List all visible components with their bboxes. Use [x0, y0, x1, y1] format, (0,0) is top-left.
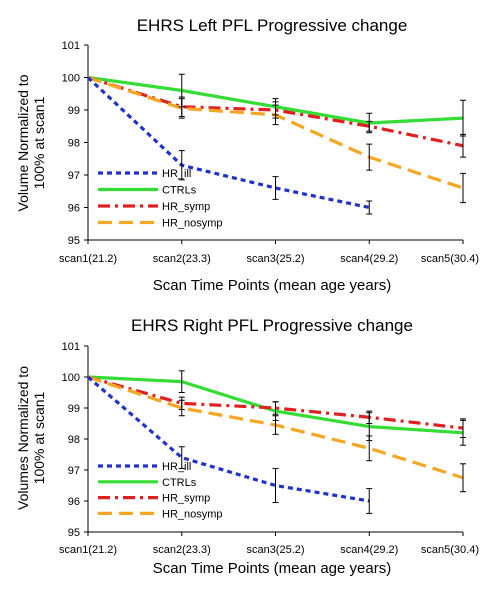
legend-label: HR_symp — [162, 493, 210, 505]
y-tick-label: 97 — [68, 170, 80, 182]
x-tick-label: scan4(29.2) — [340, 544, 398, 556]
x-tick-label: scan5(30.4) — [421, 544, 479, 556]
legend-label: HR_ill — [162, 168, 191, 180]
x-tick-label: scan4(29.2) — [340, 253, 398, 265]
y-tick-label: 98 — [68, 434, 80, 446]
y-tick-label: 97 — [68, 465, 80, 477]
y-axis-label: Volumes Normalized to100% at scan1 — [15, 366, 47, 510]
legend: HR_ill CTRLs HR_symp HR_nosymp — [98, 168, 223, 230]
x-tick-label: scan3(25.2) — [246, 253, 304, 265]
y-axis-label-line: 100% at scan1 — [31, 391, 47, 484]
legend-label: CTRLs — [162, 477, 197, 489]
series-line-hr-ill — [86, 76, 370, 210]
y-axis-label-line: Volumes Normalized to — [15, 366, 31, 510]
y-tick-label: 96 — [68, 496, 80, 508]
series-line-hr-ill — [86, 375, 370, 503]
chart-title: EHRS Left PFL Progressive change — [137, 16, 408, 35]
x-tick-label: scan3(25.2) — [246, 544, 304, 556]
y-tick-label: 95 — [68, 527, 80, 539]
y-tick-label: 101 — [62, 40, 80, 52]
legend-label: HR_nosymp — [162, 218, 223, 230]
right-pfl-chart: EHRS Right PFL Progressive change Volumes… — [15, 316, 479, 577]
legend-label: HR_ill — [162, 461, 191, 473]
y-tick-label: 101 — [62, 341, 80, 353]
legend: HR_ill CTRLs HR_symp HR_nosymp — [98, 461, 223, 520]
chart-title: EHRS Right PFL Progressive change — [131, 316, 413, 335]
y-axis-label: Volume Normalized to100% at scan1 — [15, 74, 47, 211]
x-tick-label: scan1(21.2) — [59, 544, 117, 556]
x-tick-label: scan5(30.4) — [421, 253, 479, 265]
y-tick-label: 98 — [68, 138, 80, 150]
legend-label: HR_symp — [162, 201, 210, 213]
left-pfl-chart: EHRS Left PFL Progressive change Volume N… — [15, 16, 479, 294]
x-axis-label: Scan Time Points (mean age years) — [153, 560, 391, 577]
x-tick-label: scan2(23.3) — [153, 544, 211, 556]
y-tick-label: 100 — [62, 73, 80, 85]
x-axis-label: Scan Time Points (mean age years) — [153, 277, 391, 294]
x-tick-label: scan1(21.2) — [59, 253, 117, 265]
y-axis-label-line: Volume Normalized to — [15, 74, 31, 211]
y-tick-label: 99 — [68, 403, 80, 415]
y-tick-label: 95 — [68, 235, 80, 247]
y-axis-label-line: 100% at scan1 — [31, 96, 47, 189]
x-tick-label: scan2(23.3) — [153, 253, 211, 265]
legend-label: HR_nosymp — [162, 508, 223, 520]
y-tick-label: 99 — [68, 105, 80, 117]
y-tick-label: 100 — [62, 372, 80, 384]
legend-label: CTRLs — [162, 185, 197, 197]
y-tick-label: 96 — [68, 203, 80, 215]
